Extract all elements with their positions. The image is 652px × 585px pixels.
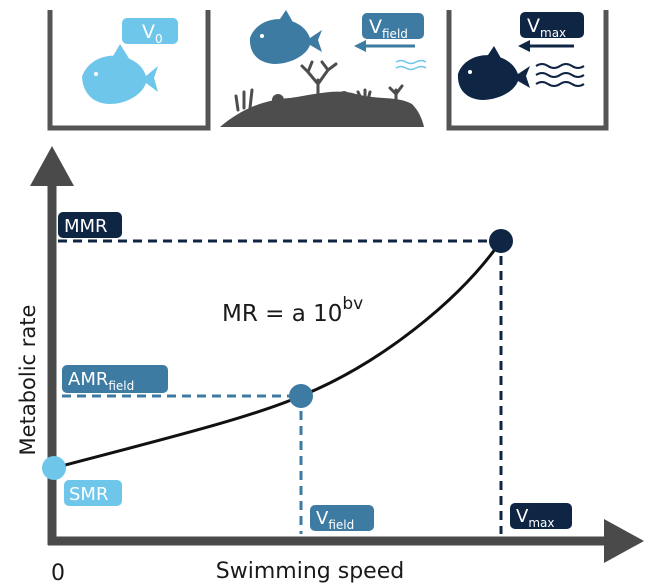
equation-base: MR = a 10 <box>222 301 342 327</box>
amr-field-point <box>289 384 313 408</box>
smr-label: SMR <box>69 484 108 505</box>
vmax-axis-badge <box>510 503 572 529</box>
vfield-panel-sub: field <box>382 27 408 41</box>
panel-v0: V0 <box>47 10 211 131</box>
panel-vfield: Vfield <box>220 10 427 127</box>
amr-base: AMR <box>68 369 108 390</box>
x-axis-label: Swimming speed <box>216 559 404 584</box>
vmax-axis-sub: max <box>528 516 554 530</box>
arrow-left-icon <box>354 40 415 52</box>
vmax-panel-sub: max <box>540 26 566 40</box>
water-current-icon-2 <box>535 63 585 87</box>
mmr-label: MMR <box>64 216 108 237</box>
vfield-badge <box>362 13 424 39</box>
svg-text:Vmax: Vmax <box>527 15 566 40</box>
vfield-axis-base: V <box>316 508 329 529</box>
smr-badge <box>64 480 122 506</box>
x-axis <box>48 519 644 563</box>
svg-text:Vfield: Vfield <box>316 508 354 532</box>
water-current-icon <box>395 59 427 71</box>
vmax-panel-base: V <box>527 15 540 37</box>
fish-icon-resting <box>82 44 158 104</box>
amr-sub: field <box>108 379 134 393</box>
svg-text:V0: V0 <box>142 21 163 46</box>
v0-sub: 0 <box>155 32 163 46</box>
v0-badge <box>122 18 178 44</box>
equation-sup: bv <box>342 294 363 314</box>
svg-text:Vfield: Vfield <box>369 16 408 41</box>
arrow-left-icon-2 <box>518 40 574 52</box>
vmax-badge <box>520 12 584 38</box>
equation: MR = a 10bv <box>222 294 363 327</box>
origin-label: 0 <box>51 561 65 585</box>
tank-wall <box>47 10 211 131</box>
vmax-axis-base: V <box>516 506 529 527</box>
mmr-point <box>489 229 513 253</box>
svg-text:AMRfield: AMRfield <box>68 369 134 393</box>
reference-lines <box>58 239 503 534</box>
vfield-axis-badge <box>310 505 374 531</box>
metabolic-curve <box>53 240 503 470</box>
fish-icon-fast <box>457 46 530 100</box>
panel-vmax: Vmax <box>446 10 609 131</box>
y-axis-arrowhead <box>30 146 74 186</box>
coral-reef-icon <box>220 60 424 127</box>
svg-text:Vmax: Vmax <box>516 506 554 530</box>
vfield-axis-sub: field <box>328 518 354 532</box>
smr-point <box>42 456 66 480</box>
tank-wall-2 <box>446 10 609 131</box>
fish-icon-swimming <box>249 10 322 64</box>
v0-base: V <box>142 21 155 43</box>
vfield-panel-base: V <box>369 16 382 38</box>
x-axis-arrowhead <box>604 519 644 563</box>
y-axis <box>30 146 74 545</box>
mmr-badge <box>58 212 122 238</box>
amr-badge <box>62 365 168 393</box>
y-axis-label: Metabolic rate <box>16 305 40 456</box>
